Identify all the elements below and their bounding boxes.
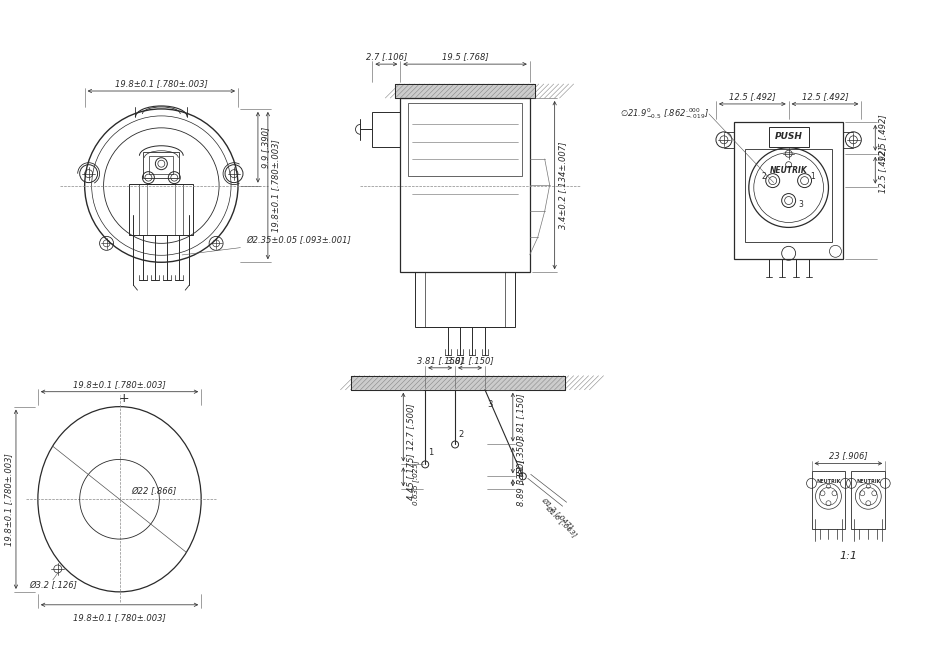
Text: 19.8±0.1 [.780±.003]: 19.8±0.1 [.780±.003]	[271, 139, 280, 232]
Text: 19.8±0.1 [.780±.003]: 19.8±0.1 [.780±.003]	[4, 453, 13, 545]
Bar	[745, 149, 832, 242]
Text: PUSH: PUSH	[775, 133, 803, 141]
Text: 3.81 [.150]: 3.81 [.150]	[447, 356, 493, 365]
Bar	[734, 122, 844, 259]
Polygon shape	[395, 84, 535, 98]
Text: 2.7 [.106]: 2.7 [.106]	[366, 52, 407, 61]
Text: NEUTRIK: NEUTRIK	[856, 479, 881, 484]
Text: 3: 3	[487, 400, 492, 409]
Text: Ø3.2 [.126]: Ø3.2 [.126]	[28, 581, 77, 590]
Text: Ø22 [.866]: Ø22 [.866]	[132, 487, 177, 496]
Text: 3.81 [.150]: 3.81 [.150]	[516, 394, 525, 441]
Text: Ø2.35±0.05 [.093±.001]: Ø2.35±0.05 [.093±.001]	[182, 236, 350, 255]
Text: 3.4±0.2 [.134±.007]: 3.4±0.2 [.134±.007]	[558, 142, 566, 229]
Bar	[372, 112, 401, 147]
Text: NEUTRIK: NEUTRIK	[770, 166, 808, 175]
Bar	[769, 127, 809, 147]
Text: 12.5 [.492]: 12.5 [.492]	[802, 92, 849, 101]
Text: 19.5 [.768]: 19.5 [.768]	[441, 52, 489, 61]
Bar	[143, 151, 179, 177]
Text: 12.5 [.492]: 12.5 [.492]	[729, 92, 776, 101]
Text: 12.5 [.492]: 12.5 [.492]	[878, 147, 887, 194]
Text: 9.9 [.390]: 9.9 [.390]	[261, 127, 270, 168]
Text: 19.8±0.1 [.780±.003]: 19.8±0.1 [.780±.003]	[73, 613, 166, 622]
Text: 0.635 [.025]: 0.635 [.025]	[412, 460, 419, 505]
Text: 3: 3	[798, 200, 803, 209]
Bar	[350, 376, 564, 390]
Text: 12.7 [.500]: 12.7 [.500]	[406, 404, 416, 450]
Text: +: +	[118, 392, 129, 405]
Text: 2: 2	[458, 430, 463, 439]
Bar	[150, 156, 173, 174]
Bar	[401, 98, 529, 272]
Bar	[851, 471, 885, 529]
Bar	[395, 84, 535, 98]
Text: 2: 2	[762, 172, 767, 181]
Bar	[425, 272, 505, 327]
Text: 3.81 [.350]: 3.81 [.350]	[516, 437, 525, 484]
Text: 19.8±0.1 [.780±.003]: 19.8±0.1 [.780±.003]	[73, 380, 166, 389]
Bar	[130, 183, 193, 235]
Bar	[139, 183, 184, 235]
Text: 12.5 [.492]: 12.5 [.492]	[878, 114, 887, 161]
Bar	[408, 103, 522, 176]
Text: 23 [.906]: 23 [.906]	[829, 451, 867, 460]
Bar	[395, 84, 535, 98]
Polygon shape	[350, 376, 564, 390]
Text: 19.8±0.1 [.780±.003]: 19.8±0.1 [.780±.003]	[115, 79, 207, 88]
Bar	[148, 183, 175, 235]
Bar	[812, 471, 846, 529]
Bar	[415, 272, 515, 327]
Text: NEUTRIK: NEUTRIK	[816, 479, 841, 484]
Text: 8.89 [.350]: 8.89 [.350]	[516, 460, 525, 506]
Text: $\varnothing$21.9$^{0}_{-0.5}$ [.862$^{.000}_{-.019}$]: $\varnothing$21.9$^{0}_{-0.5}$ [.862$^{.…	[619, 107, 709, 122]
Text: 4.45 [.175]: 4.45 [.175]	[406, 454, 416, 500]
Text: 1:1: 1:1	[839, 551, 857, 561]
Text: Ø1.2 [.047]: Ø1.2 [.047]	[541, 496, 575, 530]
Text: 3.81 [.150]: 3.81 [.150]	[417, 356, 463, 365]
Text: 1: 1	[811, 172, 815, 181]
Text: 1: 1	[428, 448, 434, 457]
Bar	[350, 376, 564, 390]
Text: Ø1.6 [.063]: Ø1.6 [.063]	[545, 504, 579, 538]
